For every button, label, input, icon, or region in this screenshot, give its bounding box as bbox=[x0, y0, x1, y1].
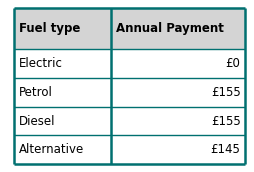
Bar bbox=[14, 107, 111, 136]
Bar bbox=[111, 107, 245, 136]
Bar bbox=[14, 49, 111, 78]
Bar bbox=[111, 78, 245, 107]
Text: Petrol: Petrol bbox=[19, 86, 52, 99]
Bar bbox=[111, 136, 245, 164]
Text: Fuel type: Fuel type bbox=[19, 22, 80, 35]
Text: £155: £155 bbox=[211, 86, 241, 99]
Text: Alternative: Alternative bbox=[19, 143, 84, 156]
Bar bbox=[111, 49, 245, 78]
Text: Diesel: Diesel bbox=[19, 115, 55, 128]
Bar bbox=[14, 136, 111, 164]
Text: £0: £0 bbox=[226, 57, 241, 70]
Text: £155: £155 bbox=[211, 115, 241, 128]
Bar bbox=[14, 8, 111, 49]
Text: Electric: Electric bbox=[19, 57, 62, 70]
Bar bbox=[14, 78, 111, 107]
Text: Annual Payment: Annual Payment bbox=[116, 22, 224, 35]
Text: £145: £145 bbox=[211, 143, 241, 156]
Bar bbox=[111, 8, 245, 49]
